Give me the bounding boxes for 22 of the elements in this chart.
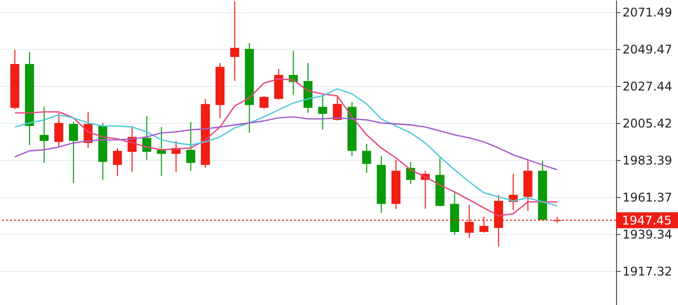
candlestick xyxy=(112,147,122,176)
ref-line-label: 1947.45 xyxy=(622,213,672,228)
y-tick-label: 2071.49 xyxy=(622,5,672,20)
y-tick-label: 2027.44 xyxy=(622,79,672,94)
candlestick xyxy=(362,143,372,174)
candlestick xyxy=(186,121,196,172)
y-tick-label: 2049.47 xyxy=(622,42,672,56)
candlestick xyxy=(230,0,240,82)
candlestick xyxy=(68,121,78,184)
y-tick-label: 2005.42 xyxy=(622,116,672,130)
candlestick xyxy=(318,94,328,130)
y-tick-label: 1917.32 xyxy=(622,264,672,278)
y-tick-label: 1983.39 xyxy=(622,153,672,168)
candlestick xyxy=(260,95,269,109)
candlestick xyxy=(40,106,49,164)
candlestick xyxy=(332,96,342,122)
y-tick-label: 1961.37 xyxy=(622,190,672,204)
candlestick xyxy=(406,161,416,184)
y-tick-label: 1939.34 xyxy=(622,227,672,242)
candlestick xyxy=(54,112,64,148)
candlestick xyxy=(142,115,152,160)
candlestick xyxy=(156,126,166,176)
